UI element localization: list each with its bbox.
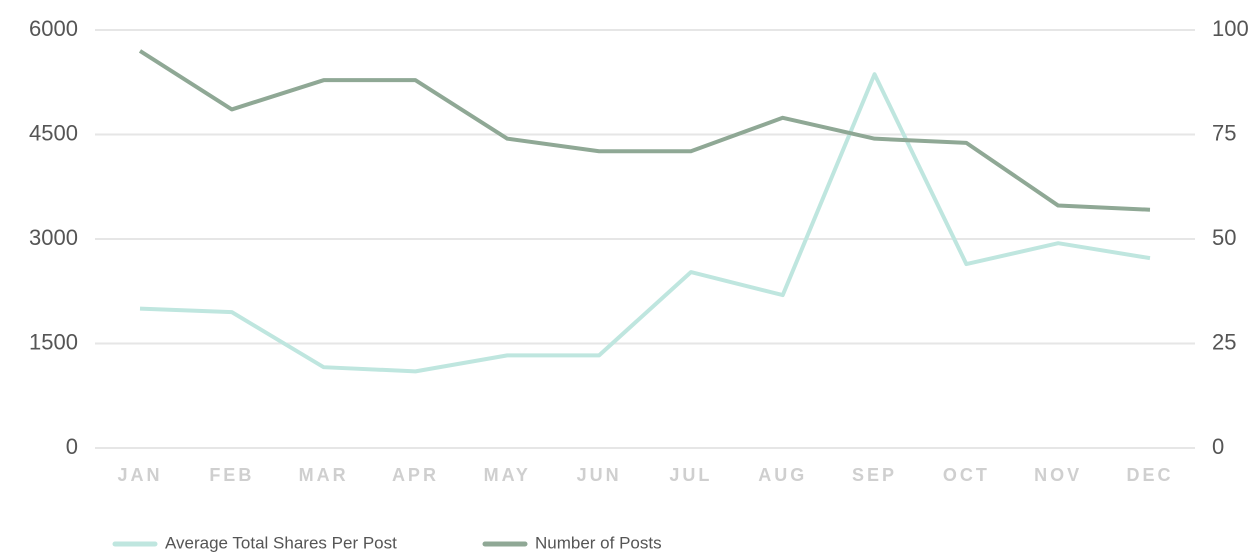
- y-tick-label: 4500: [29, 120, 78, 145]
- legend-label: Average Total Shares Per Post: [165, 533, 397, 552]
- x-tick-label: JUN: [577, 465, 622, 485]
- line-series: [138, 49, 1151, 212]
- x-tick-label: OCT: [943, 465, 990, 485]
- y2-tick-label: 25: [1212, 329, 1236, 354]
- y-tick-label: 1500: [29, 329, 78, 354]
- x-tick-label: DEC: [1126, 465, 1173, 485]
- y-tick-label: 3000: [29, 225, 78, 250]
- x-tick-label: FEB: [209, 465, 254, 485]
- y2-tick-label: 0: [1212, 434, 1224, 459]
- x-tick-label: AUG: [758, 465, 807, 485]
- x-tick-label: MAY: [484, 465, 531, 485]
- line-series: [139, 72, 1151, 374]
- y-tick-label: 6000: [29, 16, 78, 41]
- y-tick-label: 0: [66, 434, 78, 459]
- y2-tick-label: 100: [1212, 16, 1249, 41]
- x-tick-label: APR: [392, 465, 439, 485]
- legend-label: Number of Posts: [535, 533, 662, 552]
- x-tick-label: SEP: [852, 465, 897, 485]
- x-tick-label: JUL: [669, 465, 712, 485]
- x-tick-label: MAR: [299, 465, 349, 485]
- x-tick-label: NOV: [1034, 465, 1082, 485]
- y2-tick-label: 50: [1212, 225, 1236, 250]
- y2-tick-label: 75: [1212, 120, 1236, 145]
- x-tick-label: JAN: [117, 465, 162, 485]
